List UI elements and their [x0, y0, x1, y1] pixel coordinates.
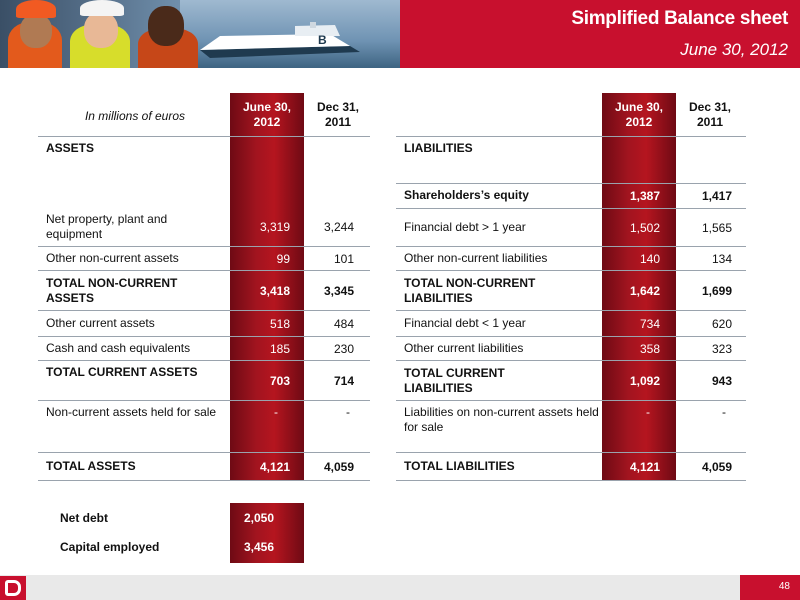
assets-col-june-2012: June 30, 2012	[242, 100, 292, 129]
units-label: In millions of euros	[84, 109, 186, 123]
slide-title: Simplified Balance sheet	[571, 8, 788, 29]
svg-text:B: B	[318, 33, 327, 47]
header-photo: B	[0, 0, 400, 68]
table-row: TOTAL NON-CURRENT LIABILITIES 1,642 1,69…	[396, 271, 746, 311]
table-row: TOTAL ASSETS 4,121 4,059	[38, 453, 370, 481]
table-row: Other current assets 518 484	[38, 311, 370, 337]
table-row: Liabilities on non-current assets held f…	[396, 401, 746, 453]
net-debt-label: Net debt	[60, 511, 108, 525]
table-row: TOTAL NON-CURRENT ASSETS 3,418 3,345	[38, 271, 370, 311]
table-row: Shareholders’s equity 1,387 1,417	[396, 183, 746, 209]
table-row: Other non-current assets 99 101	[38, 247, 370, 271]
slide-footer	[0, 575, 800, 600]
capital-employed-label: Capital employed	[60, 540, 160, 554]
liabilities-section-heading: LIABILITIES	[404, 141, 473, 155]
table-row: Cash and cash equivalents 185 230	[38, 337, 370, 361]
table-row: TOTAL LIABILITIES 4,121 4,059	[396, 453, 746, 481]
net-debt-value: 2,050	[244, 511, 275, 525]
page-number: 48	[778, 581, 790, 592]
table-row: Other non-current liabilities 140 134	[396, 247, 746, 271]
liabilities-col-june-2012: June 30, 2012	[614, 100, 664, 129]
liabilities-current-column-highlight	[602, 93, 676, 481]
capital-employed-value: 3,456	[244, 540, 275, 554]
liabilities-col-dec-2011: Dec 31, 2011	[688, 100, 732, 129]
table-row: Other current liabilities 358 323	[396, 337, 746, 361]
slide-date: June 30, 2012	[680, 40, 788, 59]
table-row: TOTAL CURRENT LIABILITIES 1,092 943	[396, 361, 746, 401]
table-row: TOTAL CURRENT ASSETS 703 714	[38, 361, 370, 401]
summary-highlight	[230, 503, 304, 563]
table-row: Financial debt < 1 year 734 620	[396, 311, 746, 337]
table-row: Non-current assets held for sale - -	[38, 401, 370, 453]
header-banner: Simplified Balance sheet June 30, 2012	[400, 0, 800, 68]
assets-section-heading: ASSETS	[46, 141, 95, 155]
bourbon-b-logo-icon	[0, 576, 26, 600]
page-number-badge: 48	[740, 575, 800, 600]
assets-current-column-highlight	[230, 93, 304, 481]
supply-ship-image: B	[200, 22, 360, 58]
table-row: Financial debt > 1 year 1,502 1,565	[396, 209, 746, 247]
assets-col-dec-2011: Dec 31, 2011	[316, 100, 360, 129]
table-row: Net property, plant and equipment 3,319 …	[38, 207, 370, 247]
slide-header: B Simplified Balance sheet June 30, 2012	[0, 0, 800, 68]
